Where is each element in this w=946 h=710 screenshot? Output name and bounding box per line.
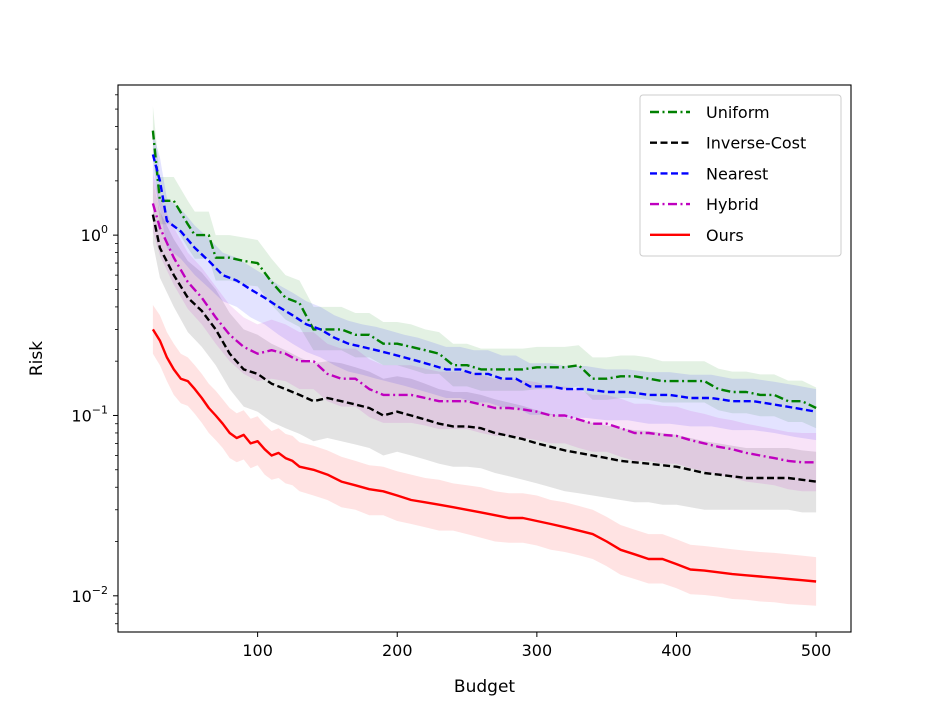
y-tick-exponent: −2 (92, 584, 108, 597)
band-uniform (152, 106, 817, 429)
x-axis-label: Budget (454, 677, 515, 697)
x-tick-label: 300 (522, 641, 553, 660)
series-line-inverse-cost (151, 214, 817, 483)
y-tick-base: 10 (81, 226, 101, 245)
band-inverse-cost (152, 180, 817, 513)
legend-label-ours: Ours (706, 226, 744, 245)
y-tick-exponent: 0 (101, 223, 108, 236)
x-tick-label: 400 (661, 641, 692, 660)
x-axis-ticks: 100 200 300 400 500 (242, 632, 831, 660)
y-tick-base: 10 (71, 587, 91, 606)
y-tick-label: 10−1 (71, 403, 108, 425)
series-line-ours (151, 328, 817, 583)
legend-label-nearest: Nearest (706, 164, 768, 183)
y-tick-exponent: −1 (92, 403, 108, 416)
x-tick-label: 200 (382, 641, 413, 660)
x-tick-label: 500 (801, 641, 832, 660)
y-tick-label: 100 (81, 223, 108, 245)
legend-label-hybrid: Hybrid (706, 195, 759, 214)
y-tick-base: 10 (71, 406, 91, 425)
series-lines (151, 130, 817, 583)
series-line-nearest (151, 154, 817, 413)
series-line-uniform (151, 130, 817, 410)
legend-box (639, 94, 842, 257)
band-hybrid (152, 173, 817, 492)
series-line-hybrid (151, 203, 817, 464)
y-axis-label: Risk (27, 341, 47, 376)
axes-frame (117, 84, 852, 633)
x-tick-label: 100 (242, 641, 273, 660)
y-axis-minor-ticks (115, 94, 118, 625)
band-nearest (152, 132, 817, 441)
y-tick-label: 10−2 (71, 584, 108, 606)
legend: Uniform Inverse-Cost Nearest Hybrid Ours (639, 94, 842, 257)
legend-label-inverse-cost: Inverse-Cost (706, 134, 806, 153)
legend-label-uniform: Uniform (706, 103, 770, 122)
